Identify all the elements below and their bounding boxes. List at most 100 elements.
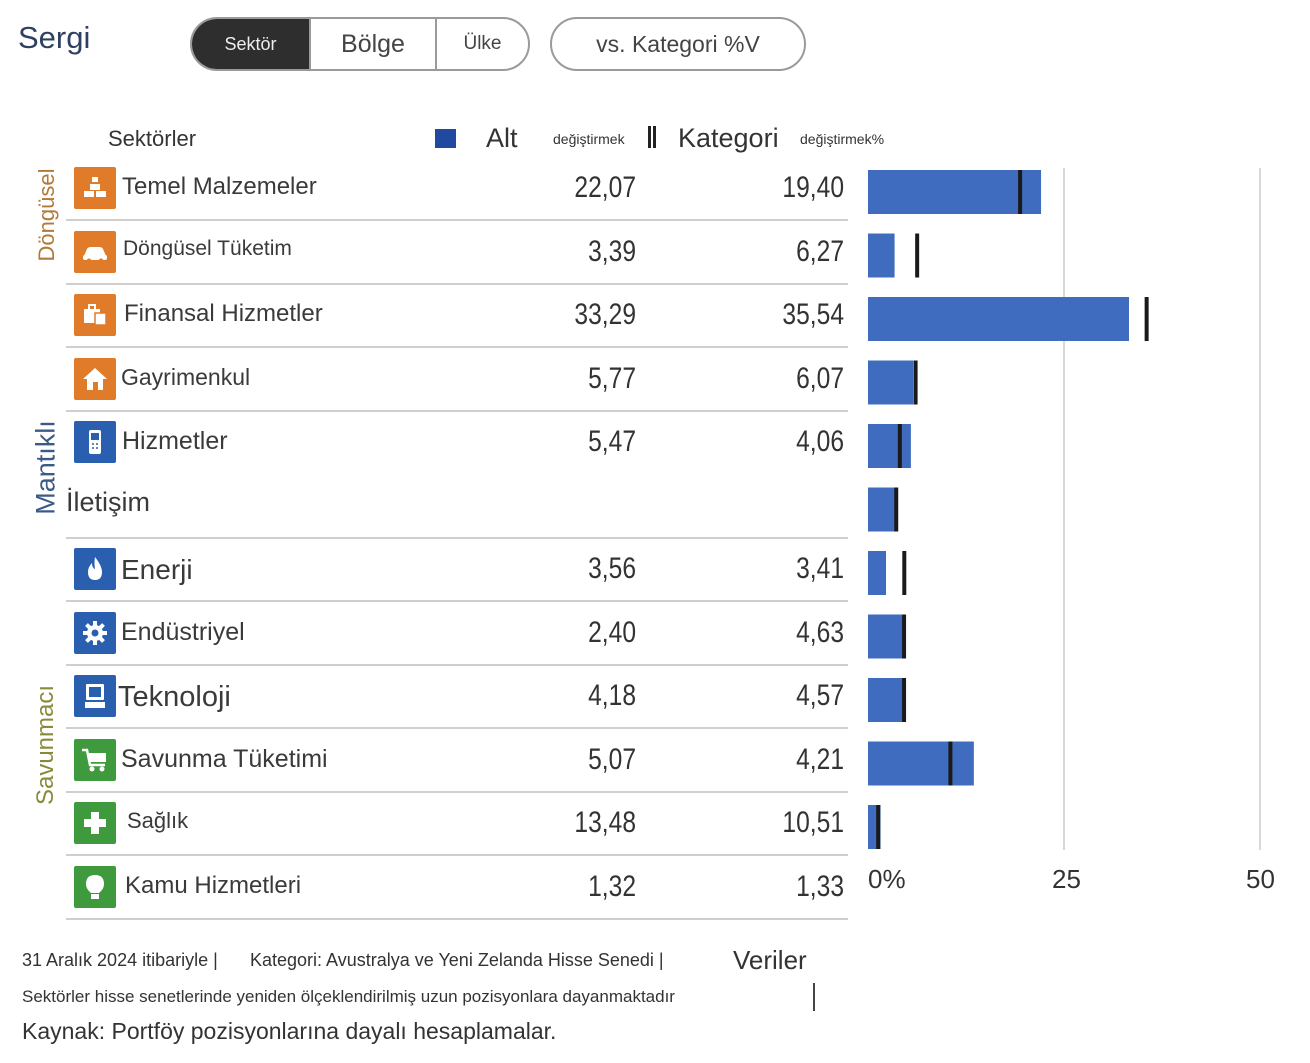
fund-value: 22,07 [574, 171, 636, 204]
fund-value: 4,18 [588, 679, 636, 712]
category-marker [1144, 297, 1149, 341]
fund-value: 5,07 [588, 742, 636, 776]
category-value: 4,57 [796, 679, 844, 712]
category-value: 6,07 [796, 361, 844, 395]
sector-row: Gayrimenkul 5,77 6,07 [66, 348, 848, 412]
sector-name: Savunma Tüketimi [121, 744, 328, 773]
fund-value: 1,32 [588, 869, 636, 903]
bar [868, 551, 887, 595]
category-marker [894, 487, 899, 532]
fund-legend-swatch [435, 129, 456, 148]
sector-name: Döngüsel Tüketim [123, 236, 292, 260]
sector-row: İletişim [66, 475, 848, 539]
category-marker [902, 678, 907, 722]
sectors-header: Sektörler [108, 126, 197, 151]
sector-row: Temel Malzemeler 22,07 19,40 [66, 157, 848, 221]
fund-header: Alt [486, 123, 518, 153]
fund-value: 2,40 [588, 615, 636, 649]
footer-category: Kategori: Avustralya ve Yeni Zelanda His… [250, 950, 664, 970]
sector-row: Sağlık 13,48 10,51 [66, 792, 848, 856]
sector-row: Döngüsel Tüketim 3,39 6,27 [66, 221, 848, 285]
category-marker [1018, 170, 1023, 214]
sector-row: Endüstriyel 2,40 4,63 [66, 602, 848, 666]
footer-note: Sektörler hisse senetlerinde yeniden ölç… [22, 987, 675, 1006]
bulb-icon [74, 865, 116, 908]
bar [868, 424, 911, 468]
bank-icon [74, 294, 116, 336]
category-value: 4,21 [796, 742, 844, 776]
bar [868, 741, 974, 786]
x-tick-label: 25 [1052, 864, 1081, 894]
group-sensitive-label: Mantıklı [30, 420, 61, 515]
category-legend-marker [648, 126, 656, 148]
house-icon [74, 357, 116, 400]
sector-row: Savunma Tüketimi 5,07 4,21 [66, 729, 848, 793]
x-tick-label: 50 [1246, 864, 1275, 894]
category-marker [902, 551, 907, 595]
sector-row: Kamu Hizmetleri 1,32 1,33 [66, 856, 848, 920]
category-value: 10,51 [782, 806, 844, 839]
category-value: 35,54 [782, 298, 844, 331]
group-defensive-label: Savunmacı [32, 684, 59, 806]
fund-value: 3,56 [588, 552, 636, 585]
category-value: 1,33 [796, 869, 844, 903]
category-marker [915, 233, 920, 278]
sector-name: Enerji [121, 554, 193, 585]
sector-name: Finansal Hizmetler [124, 300, 323, 327]
sector-bar-chart: 0% 25 50 [868, 168, 1275, 894]
x-tick-label: 0% [868, 864, 906, 894]
fund-value: 5,47 [588, 425, 636, 458]
phone-icon [74, 421, 116, 463]
sector-row: Enerji 3,56 3,41 [66, 538, 848, 602]
flame-icon [74, 548, 116, 590]
compare-category-button[interactable]: vs. Kategori %V [550, 17, 806, 71]
car-icon [74, 230, 116, 273]
sector-row: Finansal Hizmetler 33,29 35,54 [66, 284, 848, 348]
bar [868, 614, 904, 659]
tab-region[interactable]: Bölge [309, 19, 435, 69]
category-marker [897, 424, 902, 468]
fund-value: 5,77 [588, 361, 636, 395]
cross-icon [74, 802, 116, 844]
category-marker [876, 805, 881, 849]
fund-change-label: değiştirmek [553, 131, 625, 147]
bar [868, 170, 1042, 214]
cart-icon [74, 738, 116, 781]
bricks-icon [74, 167, 116, 209]
category-value: 4,63 [796, 615, 844, 649]
gear-icon [74, 611, 116, 654]
category-value: 6,27 [796, 234, 844, 268]
sector-name: Gayrimenkul [121, 363, 251, 390]
category-marker [948, 741, 953, 786]
category-value: 19,40 [782, 171, 844, 204]
tab-sector[interactable]: Sektör [192, 19, 309, 69]
view-toggle: Sektör Bölge Ülke [190, 17, 530, 71]
sector-name: Kamu Hizmetleri [125, 871, 302, 899]
fund-value: 13,48 [574, 806, 636, 839]
computer-icon [74, 675, 116, 717]
category-header: Kategori [678, 123, 779, 153]
category-marker [913, 360, 918, 405]
bar [868, 233, 895, 278]
sector-name: Hizmetler [122, 427, 228, 455]
sector-name: İletişim [66, 486, 151, 517]
fund-value: 3,39 [588, 234, 636, 268]
category-marker [902, 614, 907, 659]
footer-date: 31 Aralık 2024 itibariyle | [22, 950, 218, 970]
tab-country[interactable]: Ülke [435, 19, 528, 69]
fund-value: 33,29 [574, 298, 636, 331]
bar [868, 487, 898, 532]
category-value: 4,06 [796, 425, 844, 458]
sector-name: Teknoloji [118, 681, 231, 713]
footer-source: Kaynak: Portföy pozisyonlarına dayalı he… [22, 1018, 557, 1044]
sector-name: Endüstriyel [121, 617, 245, 646]
bar [868, 678, 905, 722]
category-value: 3,41 [796, 552, 844, 585]
bar [868, 360, 914, 405]
footer-divider [813, 983, 815, 1011]
sector-name: Sağlık [127, 808, 189, 833]
footer-data-link[interactable]: Veriler [733, 945, 807, 975]
page-title: Sergi [18, 20, 91, 55]
category-change-label: değiştirmek% [800, 131, 885, 147]
bar [868, 297, 1129, 341]
